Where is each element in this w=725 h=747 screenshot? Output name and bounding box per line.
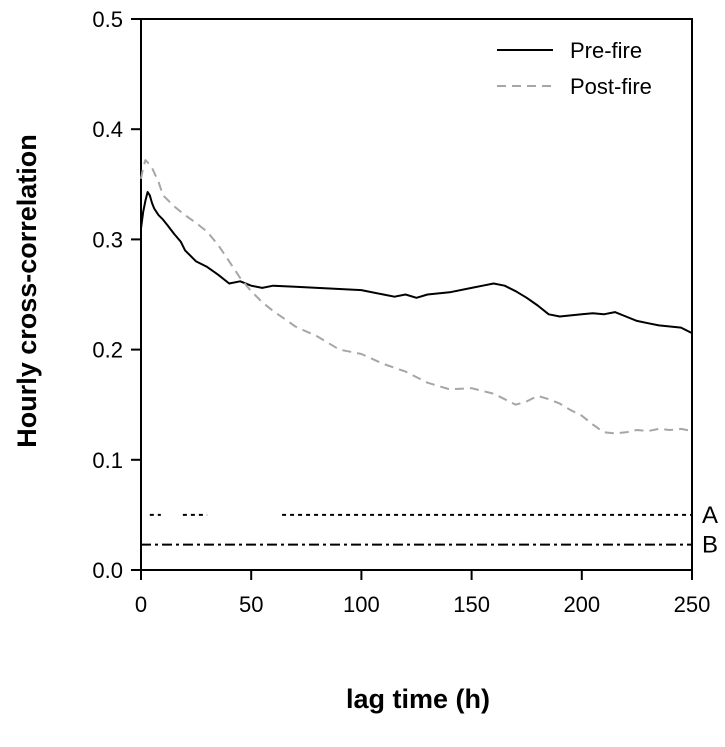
x-tick-label: 50 xyxy=(239,592,263,617)
y-tick-label: 0.2 xyxy=(92,338,123,363)
x-tick-label: 0 xyxy=(135,592,147,617)
series-lines xyxy=(140,159,693,435)
reference-label-a: A xyxy=(702,502,718,529)
y-tick-label: 0.1 xyxy=(92,448,123,473)
legend-label: Pre-fire xyxy=(570,38,642,63)
y-axis: 0.0 0.1 0.2 0.3 0.4 0.5 xyxy=(92,7,141,583)
y-tick-label: 0.5 xyxy=(92,7,123,32)
y-tick-label: 0.3 xyxy=(92,227,123,252)
legend-label: Post-fire xyxy=(570,74,652,99)
x-axis: 0 50 100 150 200 250 xyxy=(135,570,710,617)
x-axis-title: lag time (h) xyxy=(346,684,490,714)
series-line-pre-fire xyxy=(140,191,693,334)
x-tick-label: 250 xyxy=(674,592,711,617)
plot-area xyxy=(140,18,693,571)
x-tick-label: 100 xyxy=(343,592,380,617)
reference-label-b: B xyxy=(702,532,718,559)
x-tick-label: 200 xyxy=(563,592,600,617)
y-tick-label: 0.0 xyxy=(92,558,123,583)
x-tick-label: 150 xyxy=(453,592,490,617)
legend: Pre-fire Post-fire xyxy=(497,38,652,99)
plot-frame xyxy=(140,18,693,571)
y-axis-title: Hourly cross-correlation xyxy=(12,134,42,448)
reference-lines: AB xyxy=(141,502,718,559)
y-tick-label: 0.4 xyxy=(92,117,123,142)
series-line-post-fire xyxy=(140,159,693,435)
